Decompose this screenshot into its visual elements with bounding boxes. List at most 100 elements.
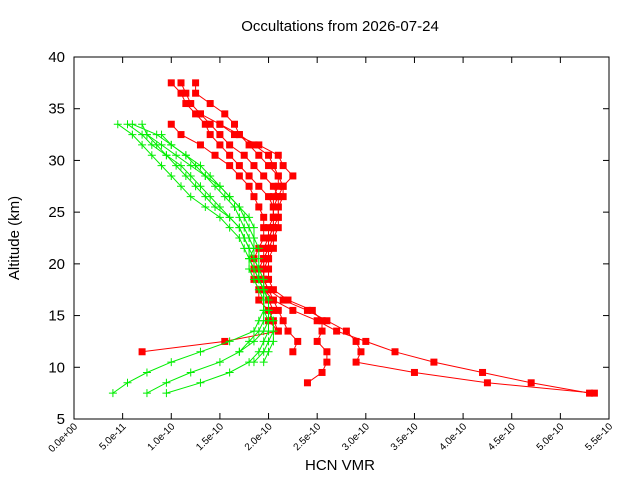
data-point	[235, 131, 243, 139]
y-tick-label: 40	[48, 49, 65, 66]
data-point	[391, 348, 399, 356]
data-point	[260, 234, 268, 242]
data-point	[269, 193, 277, 201]
data-point	[323, 317, 331, 325]
data-point	[259, 296, 268, 305]
data-point	[289, 348, 297, 356]
data-point	[352, 337, 360, 345]
data-point	[182, 100, 190, 108]
data-point	[177, 161, 185, 170]
data-point	[206, 100, 214, 108]
data-point	[289, 172, 297, 180]
x-tick-label: 3.5e-10	[389, 421, 421, 453]
data-point	[254, 327, 263, 336]
series-7	[108, 120, 268, 398]
data-point	[167, 120, 175, 128]
x-tick-label: 1.0e-10	[146, 421, 178, 453]
data-point	[128, 130, 137, 139]
data-point	[206, 192, 215, 201]
data-point	[255, 203, 263, 211]
data-point	[235, 162, 243, 170]
data-point	[269, 203, 277, 211]
series-line	[200, 113, 299, 353]
x-tick-label: 1.5e-10	[194, 421, 226, 453]
data-point	[269, 244, 277, 252]
data-point	[479, 368, 487, 376]
data-point	[527, 379, 535, 387]
data-point	[250, 193, 258, 201]
series-line	[170, 82, 590, 394]
data-point	[269, 286, 277, 294]
data-point	[254, 265, 263, 274]
data-point	[254, 254, 263, 263]
data-point	[274, 327, 282, 335]
series-12	[142, 130, 268, 356]
x-tick-label: 4.5e-10	[486, 421, 518, 453]
data-point	[206, 131, 214, 139]
data-point	[192, 79, 200, 87]
data-point	[138, 120, 147, 129]
data-point	[221, 110, 229, 118]
data-point	[245, 265, 254, 274]
data-point	[260, 213, 268, 221]
data-point	[279, 193, 287, 201]
data-point	[279, 162, 287, 170]
data-point	[264, 347, 273, 356]
data-point	[226, 141, 234, 149]
data-series	[108, 79, 598, 398]
data-point	[260, 224, 268, 232]
data-point	[201, 120, 209, 128]
data-point	[142, 389, 151, 398]
data-point	[249, 244, 258, 253]
y-tick-label: 20	[48, 256, 65, 273]
data-point	[192, 89, 200, 97]
data-point	[226, 162, 234, 170]
data-point	[259, 306, 268, 315]
data-point	[113, 120, 122, 129]
data-point	[250, 162, 258, 170]
data-point	[265, 224, 273, 232]
x-tick-label: 3.0e-10	[340, 421, 372, 453]
data-point	[265, 265, 273, 273]
data-point	[123, 378, 132, 387]
data-point	[259, 275, 268, 284]
data-point	[245, 213, 254, 222]
data-point	[586, 389, 594, 397]
data-point	[289, 306, 297, 314]
data-point	[196, 110, 204, 118]
data-point	[255, 151, 263, 159]
data-point	[226, 151, 234, 159]
data-point	[249, 234, 258, 242]
data-point	[249, 223, 258, 232]
data-point	[255, 141, 263, 149]
data-point	[259, 316, 268, 325]
data-point	[323, 358, 331, 366]
data-point	[254, 285, 263, 294]
data-point	[128, 120, 137, 129]
data-point	[186, 171, 195, 180]
data-point	[590, 389, 598, 397]
chart-title: Occultations from 2026-07-24	[241, 18, 439, 35]
data-point	[265, 275, 273, 283]
y-tick-label: 15	[48, 308, 65, 325]
x-axis-label: HCN VMR	[305, 457, 375, 474]
data-point	[269, 327, 278, 336]
data-point	[142, 368, 151, 377]
x-tick-label: 5.0e-11	[98, 421, 130, 453]
data-point	[284, 327, 292, 335]
data-point	[255, 182, 263, 190]
data-point	[279, 296, 287, 304]
data-point	[201, 171, 210, 180]
data-point	[216, 141, 224, 149]
data-point	[245, 172, 253, 180]
data-point	[221, 337, 229, 345]
data-point	[318, 317, 326, 325]
data-point	[274, 213, 282, 221]
data-point	[357, 348, 365, 356]
data-point	[235, 172, 243, 180]
data-point	[333, 327, 341, 335]
data-point	[177, 89, 185, 97]
data-point	[269, 306, 277, 314]
data-point	[216, 131, 224, 139]
data-point	[231, 120, 238, 128]
